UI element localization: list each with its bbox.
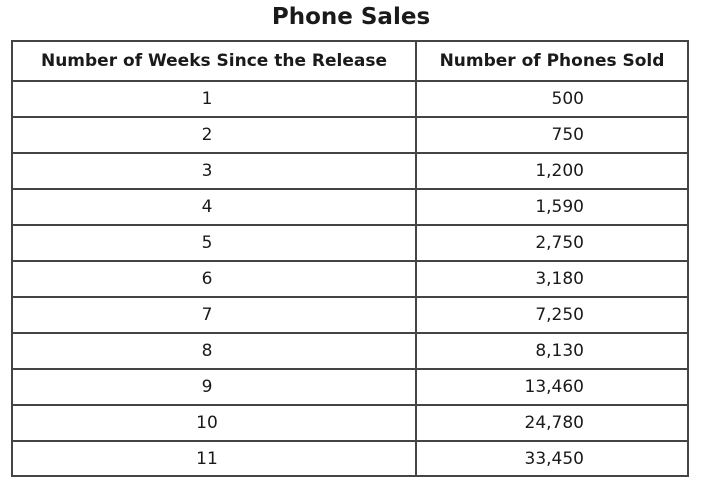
table-row: 10 24,780 <box>13 404 687 442</box>
cell-weeks: 11 <box>13 440 417 476</box>
cell-phones-sold: 8,130 <box>415 332 687 370</box>
table-row: 4 1,590 <box>13 188 687 226</box>
cell-phones-sold: 13,460 <box>415 368 687 406</box>
table-body: 1 500 2 750 3 1,200 4 1,590 5 2,750 6 3,180 7 7,250 8 8… <box>13 80 687 476</box>
cell-weeks: 3 <box>13 152 417 190</box>
cell-weeks: 4 <box>13 188 417 226</box>
column-header-weeks: Number of Weeks Since the Release <box>13 42 417 82</box>
header-row: Number of Weeks Since the Release Number… <box>13 42 687 82</box>
table-row: 8 8,130 <box>13 332 687 370</box>
column-header-phones-sold: Number of Phones Sold <box>415 42 687 82</box>
cell-weeks: 9 <box>13 368 417 406</box>
cell-phones-sold: 750 <box>415 116 687 154</box>
cell-weeks: 6 <box>13 260 417 298</box>
table-row: 5 2,750 <box>13 224 687 262</box>
cell-weeks: 7 <box>13 296 417 334</box>
cell-weeks: 10 <box>13 404 417 442</box>
table-row: 7 7,250 <box>13 296 687 334</box>
cell-phones-sold: 2,750 <box>415 224 687 262</box>
cell-phones-sold: 1,590 <box>415 188 687 226</box>
table-row: 6 3,180 <box>13 260 687 298</box>
table-row: 11 33,450 <box>13 440 687 476</box>
cell-weeks: 8 <box>13 332 417 370</box>
phone-sales-table-frame: Number of Weeks Since the Release Number… <box>11 40 689 477</box>
cell-weeks: 1 <box>13 80 417 118</box>
table-row: 1 500 <box>13 80 687 118</box>
table-row: 9 13,460 <box>13 368 687 406</box>
cell-weeks: 2 <box>13 116 417 154</box>
cell-phones-sold: 33,450 <box>415 440 687 476</box>
table-row: 2 750 <box>13 116 687 154</box>
phone-sales-table: Number of Weeks Since the Release Number… <box>13 42 687 476</box>
cell-weeks: 5 <box>13 224 417 262</box>
cell-phones-sold: 500 <box>415 80 687 118</box>
cell-phones-sold: 1,200 <box>415 152 687 190</box>
cell-phones-sold: 7,250 <box>415 296 687 334</box>
table-row: 3 1,200 <box>13 152 687 190</box>
cell-phones-sold: 3,180 <box>415 260 687 298</box>
table-title: Phone Sales <box>271 4 431 30</box>
cell-phones-sold: 24,780 <box>415 404 687 442</box>
